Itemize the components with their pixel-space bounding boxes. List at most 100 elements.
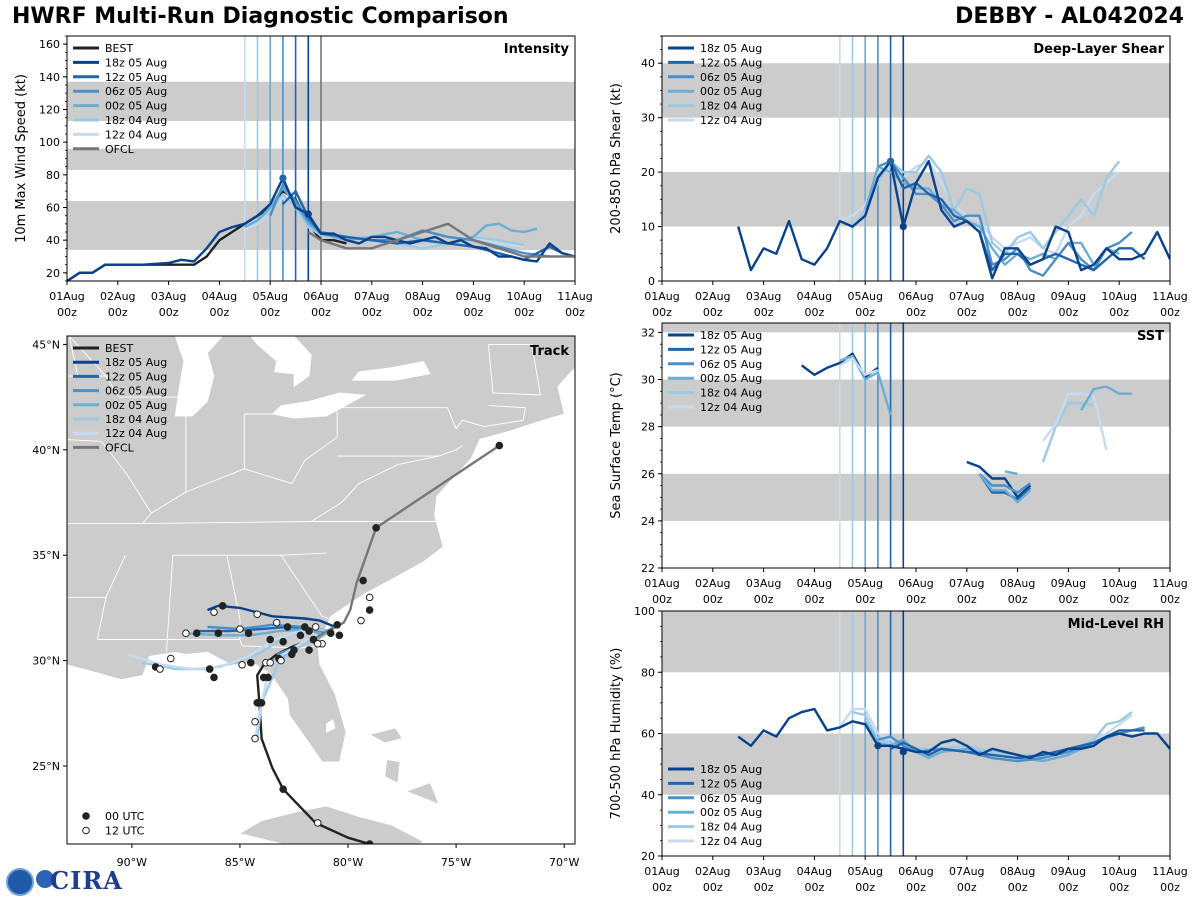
track-fix-point	[156, 665, 164, 673]
sst-ytick-label: 24	[641, 515, 655, 528]
intensity-xtick-label-hour: 00z	[514, 306, 534, 319]
track-fix-point	[311, 623, 320, 631]
track-fix-point	[372, 524, 380, 532]
rh-xtick-label: 04Aug	[797, 865, 832, 878]
rh-legend-label: 00z 05 Aug	[700, 806, 762, 819]
rh-legend-label: 12z 05 Aug	[700, 777, 762, 790]
state-border	[17, 450, 32, 524]
intensity-xtick-label: 10Aug	[506, 290, 541, 303]
track-legend-label: 06z 05 Aug	[105, 385, 167, 398]
intensity-panel: 20 40 60 80 100 120 140 160 01Aug 00z 02Aug 00z 03Au…	[14, 35, 593, 319]
rh-legend-label: 18z 05 Aug	[700, 763, 762, 776]
storm-name: DEBBY - AL042024	[955, 4, 1184, 29]
intensity-legend-label: 00z 05 Aug	[105, 100, 167, 113]
sst-xtick-label: 02Aug	[695, 577, 730, 590]
track-xtick-label: 70°W	[549, 856, 579, 869]
intensity-xtick-label-hour: 00z	[464, 306, 484, 319]
rh-ytick-label: 100	[634, 605, 655, 618]
intensity-legend-label: 06z 05 Aug	[105, 85, 167, 98]
shear-legend-label: 12z 04 Aug	[700, 114, 762, 127]
sst-xtick-label-hour: 00z	[906, 593, 926, 606]
shear-ylabel: 200-850 hPa Shear (kt)	[609, 83, 624, 234]
track-ytick-label: 35°N	[32, 549, 60, 562]
sst-xtick-label-hour: 00z	[957, 593, 977, 606]
track-fix-point	[357, 616, 365, 625]
sst-xtick-label: 04Aug	[797, 577, 832, 590]
rh-series-18z-04-Aug	[852, 710, 1133, 757]
track-legend-label: 18z 04 Aug	[105, 413, 167, 426]
rh-title: Mid-Level RH	[1068, 617, 1164, 632]
intensity-series-OFCL	[307, 222, 575, 258]
track-fix-point	[257, 698, 266, 707]
sst-series-12z-04-Aug	[1042, 392, 1108, 451]
shear-xtick-label: 03Aug	[746, 290, 781, 303]
track-fix-point	[192, 629, 201, 638]
shear-ytick-label: 20	[641, 166, 655, 179]
shear-xtick-label: 02Aug	[695, 290, 730, 303]
lake-erie	[271, 392, 367, 419]
intensity-xtick-label-hour: 00z	[159, 306, 179, 319]
rh-xtick-label: 11Aug	[1152, 865, 1187, 878]
track-fix-point	[266, 658, 275, 667]
rh-legend-label: 12z 04 Aug	[700, 835, 762, 848]
rh-series-12z-05-Aug	[890, 729, 1145, 760]
shear-xtick-label: 10Aug	[1101, 290, 1136, 303]
track-marker-legend-label: 12 UTC	[105, 825, 145, 838]
intensity-marker-1	[304, 210, 312, 218]
intensity-xtick-label: 09Aug	[456, 290, 491, 303]
shear-xtick-label: 05Aug	[847, 290, 882, 303]
sst-xtick-label: 08Aug	[1000, 577, 1035, 590]
track-fix-point	[326, 629, 335, 638]
track-xtick-label: 90°W	[117, 856, 147, 869]
rh-xtick-label-hour: 00z	[805, 881, 825, 894]
sst-xtick-label-hour: 00z	[1059, 593, 1079, 606]
sst-xtick-label: 06Aug	[898, 577, 933, 590]
shear-marker-0	[887, 157, 895, 165]
intensity-xtick-label: 02Aug	[100, 290, 135, 303]
shear-ytick-label: 10	[641, 221, 655, 234]
state-border	[244, 407, 338, 485]
track-fix-point	[238, 661, 246, 669]
rh-xtick-label-hour: 00z	[1008, 881, 1028, 894]
rh-xtick-label-hour: 00z	[652, 881, 672, 894]
track-fix-point	[182, 629, 190, 638]
bahamas-island-2	[384, 759, 401, 784]
state-border	[67, 439, 102, 442]
shear-xtick-label: 08Aug	[1000, 290, 1035, 303]
rh-series-18z-05-Aug	[737, 707, 1170, 760]
shear-xtick-label-hour: 00z	[906, 306, 926, 319]
rh-ytick-label: 20	[641, 850, 655, 863]
track-fix-point	[359, 576, 367, 585]
track-fix-point	[279, 637, 287, 646]
sst-ytick-label: 32	[641, 326, 655, 339]
rh-xtick-label: 01Aug	[644, 865, 679, 878]
track-fix-point	[251, 717, 259, 726]
track-fix-point	[333, 620, 342, 629]
intensity-xtick-label: 03Aug	[151, 290, 186, 303]
cuba-landmass	[239, 805, 425, 844]
rh-legend-label: 06z 05 Aug	[700, 792, 762, 805]
shear-xtick-label: 04Aug	[797, 290, 832, 303]
intensity-xtick-label-hour: 00z	[362, 306, 382, 319]
intensity-ytick-label: 140	[39, 71, 60, 84]
sst-xtick-label-hour: 00z	[703, 593, 723, 606]
sst-series-06z-05-Aug	[978, 472, 1032, 494]
intensity-ytick-label: 160	[39, 38, 60, 51]
track-fix-point	[365, 840, 374, 844]
shear-xtick-label-hour: 00z	[652, 306, 672, 319]
sst-ytick-label: 28	[641, 421, 655, 434]
shear-series-12z-05-Aug	[889, 160, 1146, 272]
rh-xtick-label-hour: 00z	[1109, 881, 1129, 894]
state-border	[151, 468, 245, 514]
noaa-icon	[6, 868, 34, 896]
sst-band-0	[662, 473, 1170, 521]
shear-xtick-label: 06Aug	[898, 290, 933, 303]
rh-ylabel: 700-500 hPa Humidity (%)	[609, 648, 624, 820]
sst-panel: 22 24 26 28 30 32 01Aug 00z 02Aug 00z 03Aug 00z 04Au…	[609, 322, 1188, 606]
rh-xtick-label: 06Aug	[898, 865, 933, 878]
shear-plot-area	[662, 36, 1170, 281]
sst-ytick-label: 30	[641, 374, 655, 387]
shear-xtick-label: 01Aug	[644, 290, 679, 303]
track-fix-point	[279, 785, 287, 793]
shear-marker-1	[899, 222, 907, 231]
